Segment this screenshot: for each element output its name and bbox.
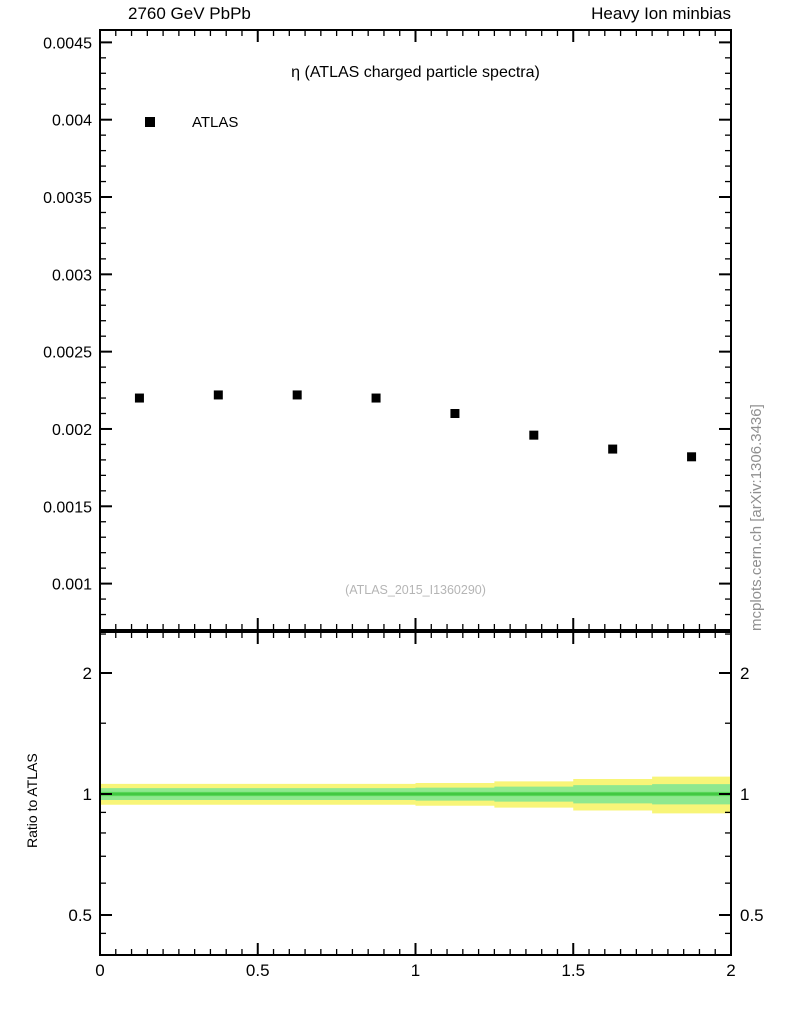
data-point-marker	[687, 452, 697, 462]
x-tick-label: 0.5	[246, 961, 270, 980]
y-tick-label: 0.0025	[43, 345, 92, 362]
ratio-y-tick-label-right: 1	[740, 785, 749, 804]
x-tick-label: 1	[411, 961, 420, 980]
data-point-marker	[608, 444, 618, 454]
header-process-label: Heavy Ion minbias	[591, 4, 731, 23]
x-tick-label: 1.5	[561, 961, 585, 980]
y-tick-label: 0.001	[52, 577, 92, 594]
data-point-marker	[371, 393, 381, 403]
y-tick-label: 0.004	[52, 113, 92, 130]
data-point-marker	[213, 390, 223, 400]
plot-title: η (ATLAS charged particle spectra)	[291, 64, 540, 81]
y-tick-label: 0.0015	[43, 499, 92, 516]
legend-label-atlas: ATLAS	[192, 114, 239, 131]
ratio-y-tick-label: 1	[83, 785, 92, 804]
data-point-marker	[529, 430, 539, 440]
ratio-y-tick-label: 0.5	[68, 906, 92, 925]
data-point-marker	[134, 393, 144, 403]
header-beam-label: 2760 GeV PbPb	[128, 4, 251, 23]
data-point-marker	[292, 390, 302, 400]
data-point-marker	[450, 409, 460, 419]
legend-marker-atlas-icon	[145, 117, 155, 127]
ratio-y-tick-label-right: 2	[740, 664, 749, 683]
y-tick-label: 0.0045	[43, 35, 92, 52]
analysis-id-watermark: (ATLAS_2015_I1360290)	[345, 583, 486, 597]
ratio-axis-title: Ratio to ATLAS	[24, 753, 40, 848]
y-tick-label: 0.002	[52, 422, 92, 439]
ratio-y-tick-label: 2	[83, 664, 92, 683]
ratio-y-tick-label-right: 0.5	[740, 906, 764, 925]
x-tick-label: 0	[95, 961, 104, 980]
mcplots-attribution-label: mcplots.cern.ch [arXiv:1306.3436]	[748, 404, 765, 631]
y-tick-label: 0.0035	[43, 190, 92, 207]
y-tick-label: 0.003	[52, 267, 92, 284]
x-tick-label: 2	[726, 961, 735, 980]
